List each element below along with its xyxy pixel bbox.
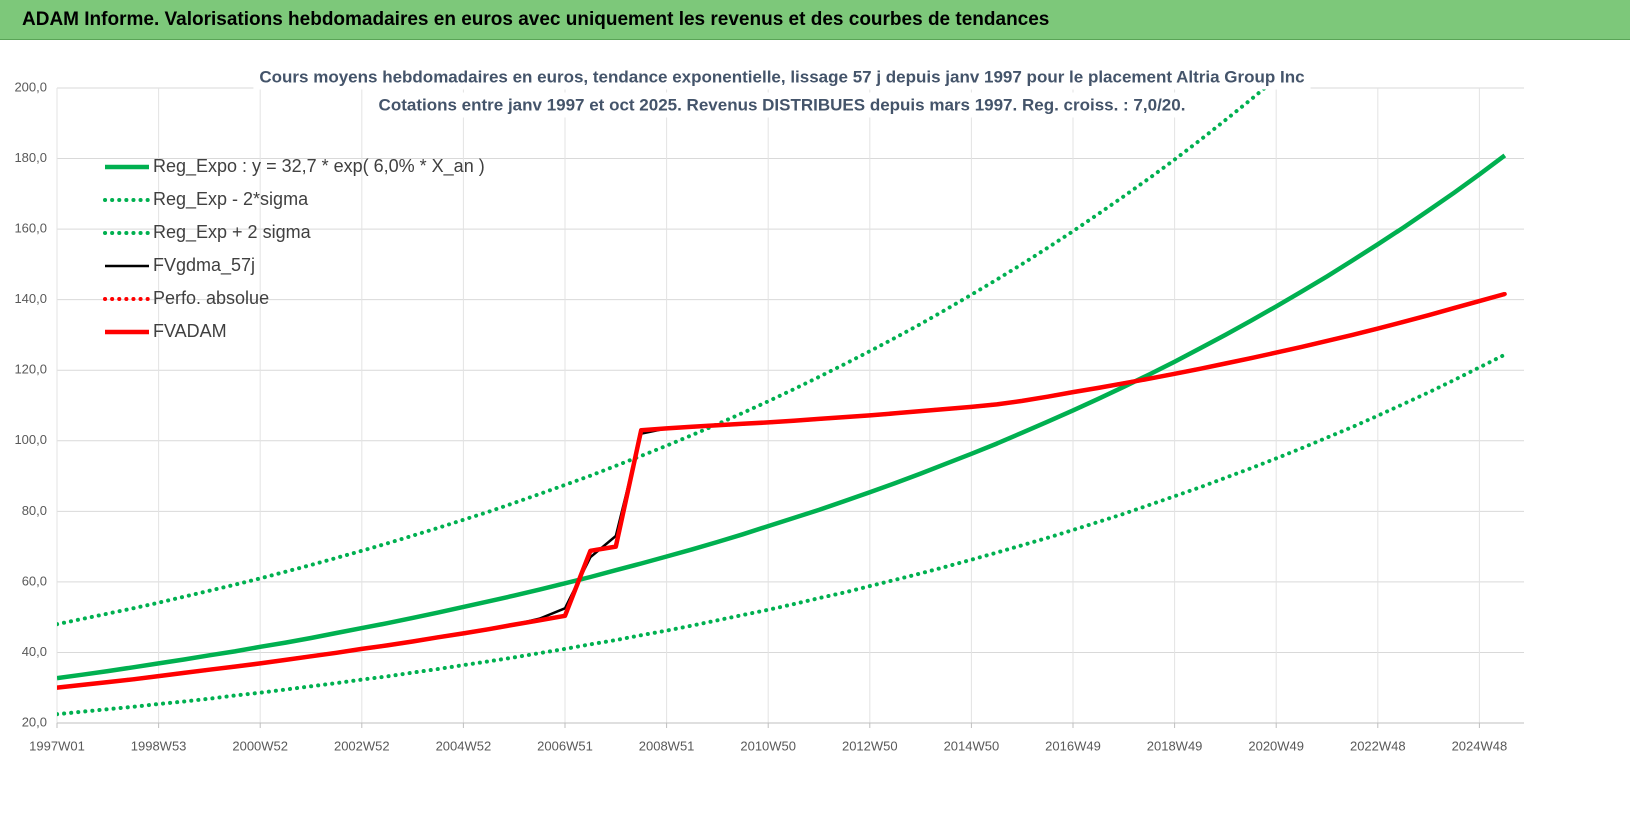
series-line [57,292,1506,689]
chart-titles: Cours moyens hebdomadaires en euros, ten… [253,64,1311,118]
header-bar: ADAM Informe. Valorisations hebdomadaire… [0,0,1630,40]
x-tick-label: 2006W51 [537,738,593,753]
legend-label: Perfo. absolue [153,288,269,308]
x-tick-label: 2000W52 [232,738,288,753]
x-tick-label: 2004W52 [436,738,492,753]
x-tick-label: 1998W53 [131,738,187,753]
legend-label: FVgdma_57j [153,255,255,276]
x-tick-label: 2024W48 [1452,738,1508,753]
x-tick-label: 2016W49 [1045,738,1101,753]
series-line [57,292,1507,690]
y-tick-label: 100,0 [14,432,47,447]
y-tick-label: 20,0 [22,714,47,729]
x-tick-label: 2012W50 [842,738,898,753]
chart-title: Cotations entre janv 1997 et oct 2025. R… [379,95,1186,114]
legend-label: FVADAM [153,321,227,341]
y-tick-label: 200,0 [14,79,47,94]
chart: 20,0 40,0 60,0 80,0 100,0 120,0 140,0 160,0 180,… [14,64,1524,753]
legend-label: Reg_Exp - 2*sigma [153,189,309,210]
y-tick-label: 160,0 [14,221,47,236]
y-tick-label: 120,0 [14,362,47,377]
series-line [57,85,1272,627]
series-line [57,352,1507,717]
x-tick-label: 2002W52 [334,738,390,753]
y-tick-label: 80,0 [22,503,47,518]
legend-label: Reg_Exp + 2 sigma [153,222,312,243]
title-background [253,64,1311,90]
x-tick-label: 1997W01 [29,738,85,753]
x-tick-label: 2020W49 [1248,738,1304,753]
legend-label: Reg_Expo : y = 32,7 * exp( 6,0% * X_an ) [153,156,485,177]
y-tick-label: 180,0 [14,150,47,165]
x-tick-label: 2014W50 [944,738,1000,753]
title-background [372,92,1192,118]
y-tick-label: 40,0 [22,644,47,659]
x-tick-label: 2010W50 [740,738,796,753]
y-tick-label: 60,0 [22,573,47,588]
x-tick-label: 2022W48 [1350,738,1406,753]
legend: Reg_Expo : y = 32,7 * exp( 6,0% * X_an )… [103,156,485,341]
series-line [57,153,1507,681]
series-line [57,291,1506,690]
x-tick-label: 2018W49 [1147,738,1203,753]
chart-title: Cours moyens hebdomadaires en euros, ten… [259,67,1304,86]
x-tick-label: 2008W51 [639,738,695,753]
page-title: ADAM Informe. Valorisations hebdomadaire… [22,9,1050,30]
plot-lines [57,85,1507,717]
y-tick-label: 140,0 [14,291,47,306]
